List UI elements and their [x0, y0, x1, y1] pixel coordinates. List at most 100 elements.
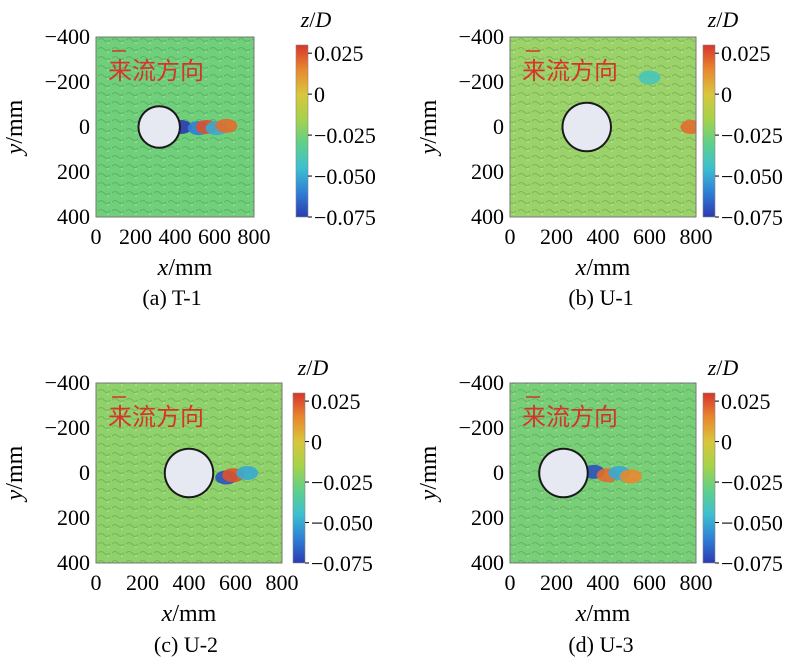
colorbar: [292, 392, 306, 564]
x-tick-label: 800: [680, 224, 713, 249]
colorbar-tick-label: 0.025: [314, 41, 364, 66]
x-axis-label: x/mm: [161, 601, 217, 627]
y-tick-label: 0: [79, 460, 90, 485]
y-tick-label: −200: [459, 69, 504, 94]
y-tick-label: 200: [57, 159, 90, 184]
colorbar-tick-label: 0: [311, 430, 322, 455]
x-tick-label: 800: [680, 570, 713, 595]
x-tick-label: 600: [219, 570, 252, 595]
pile: [540, 449, 587, 497]
x-tick-label: 200: [540, 224, 573, 249]
colorbar-title: z/D: [707, 355, 739, 380]
y-tick-label: −200: [45, 69, 90, 94]
y-tick-label: −400: [459, 370, 504, 395]
x-tick-label: 0: [91, 224, 102, 249]
colorbar-tick-label: 0: [721, 430, 732, 455]
colorbar-tick-label: −0.075: [721, 551, 783, 576]
scour-mark: [236, 466, 259, 480]
plot-frame: [95, 36, 255, 218]
colorbar-tick-label: −0.050: [311, 511, 373, 536]
plot-frame: [95, 382, 283, 564]
y-tick-label: 400: [471, 204, 504, 229]
colorbar-tick-label: −0.025: [721, 470, 783, 495]
heatmap-area: [96, 37, 254, 217]
scour-mark: [680, 120, 696, 134]
x-axis-label: x/mm: [575, 255, 631, 281]
y-tick-label: −400: [45, 370, 90, 395]
x-tick-label: 600: [633, 570, 666, 595]
flow-direction-label: 来流方向: [108, 403, 204, 431]
y-tick-label: 400: [57, 204, 90, 229]
y-tick-label: −400: [45, 24, 90, 49]
y-tick-label: 0: [79, 114, 90, 139]
colorbar-tick-label: 0.025: [721, 41, 771, 66]
flow-direction-label: 来流方向: [522, 403, 618, 431]
pile: [563, 103, 610, 151]
x-tick-label: 0: [505, 570, 516, 595]
scour-mark: [619, 469, 642, 484]
colorbar: [702, 44, 716, 218]
y-tick-label: 200: [57, 505, 90, 530]
panel-caption: (d) U-3: [568, 632, 633, 657]
colorbar: [702, 392, 716, 564]
x-tick-label: 400: [587, 224, 620, 249]
x-tick-label: 200: [119, 224, 152, 249]
y-axis-label: y/mm: [416, 99, 442, 156]
y-tick-label: 400: [471, 550, 504, 575]
x-tick-label: 600: [633, 224, 666, 249]
x-tick-label: 800: [266, 570, 299, 595]
y-tick-label: 0: [493, 460, 504, 485]
x-tick-label: 400: [173, 570, 206, 595]
colorbar: [295, 44, 309, 218]
plot-frame: [509, 36, 697, 218]
x-tick-label: 400: [587, 570, 620, 595]
heatmap-area: [510, 383, 696, 563]
panel-caption: (c) U-2: [154, 632, 218, 657]
y-tick-label: −400: [459, 24, 504, 49]
x-axis-label: x/mm: [575, 601, 631, 627]
colorbar-tick-label: 0.025: [721, 389, 771, 414]
y-tick-label: −200: [459, 415, 504, 440]
y-tick-label: 0: [493, 114, 504, 139]
colorbar-tick-label: 0.025: [311, 389, 361, 414]
x-axis-label: x/mm: [157, 255, 213, 281]
y-axis-label: y/mm: [416, 445, 442, 502]
colorbar-title: z/D: [297, 355, 329, 380]
y-axis-label: y/mm: [2, 445, 28, 502]
plot-frame: [509, 382, 697, 564]
panel-caption: (b) U-1: [568, 285, 633, 310]
pile: [165, 449, 213, 497]
pile: [139, 107, 179, 147]
x-tick-label: 0: [91, 570, 102, 595]
colorbar-tick-label: 0: [314, 82, 325, 107]
panel-caption: (a) T-1: [142, 285, 201, 310]
y-tick-label: −200: [45, 415, 90, 440]
colorbar-tick-label: −0.050: [721, 511, 783, 536]
heatmap-area: [510, 37, 696, 217]
colorbar-tick-label: −0.075: [314, 205, 376, 230]
x-tick-label: 0: [505, 224, 516, 249]
colorbar-tick-label: −0.025: [721, 123, 783, 148]
x-tick-label: 400: [159, 224, 192, 249]
x-tick-label: 200: [126, 570, 159, 595]
flow-direction-label: 来流方向: [108, 57, 204, 85]
colorbar-tick-label: 0: [721, 82, 732, 107]
colorbar-tick-label: −0.075: [311, 551, 373, 576]
scour-mark: [215, 118, 238, 133]
heatmap-area: [96, 383, 282, 563]
colorbar-tick-label: −0.050: [314, 164, 376, 189]
y-tick-label: 200: [471, 159, 504, 184]
colorbar-tick-label: −0.025: [311, 470, 373, 495]
y-tick-label: 400: [57, 550, 90, 575]
x-tick-label: 800: [238, 224, 271, 249]
colorbar-title: z/D: [707, 7, 739, 32]
colorbar-tick-label: −0.050: [721, 164, 783, 189]
y-tick-label: 200: [471, 505, 504, 530]
colorbar-tick-label: −0.075: [721, 205, 783, 230]
y-axis-label: y/mm: [2, 99, 28, 156]
x-tick-label: 600: [198, 224, 231, 249]
scour-mark: [638, 70, 661, 85]
